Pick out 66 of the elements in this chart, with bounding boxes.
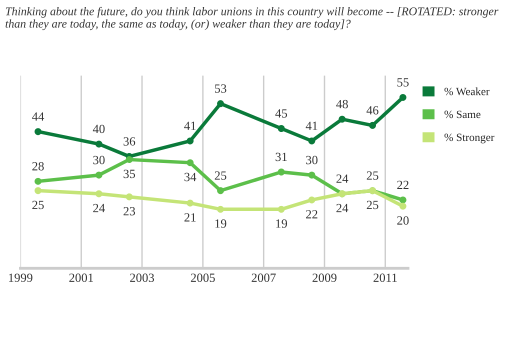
x-tick-label: 2009: [312, 274, 336, 282]
point: [186, 137, 194, 144]
x-tick-label: 2007: [252, 274, 276, 282]
x-tick-label: 2001: [69, 274, 94, 282]
point: [34, 128, 42, 136]
data-label: 46: [366, 106, 378, 115]
data-label: 20: [397, 216, 409, 225]
point: [278, 125, 285, 132]
data-label: 23: [124, 206, 136, 216]
chart-title: Thinking about the future, do you think labor unions in this country will become -- [ROTATED: stronger than they are today, the same as today, (or) weaker than they are today]?: [6, 6, 498, 30]
data-label: 55: [397, 78, 409, 87]
data-label: 30: [306, 156, 318, 164]
point: [186, 159, 194, 166]
point: [34, 178, 42, 185]
data-label: 30: [93, 156, 105, 164]
point: [217, 100, 224, 108]
data-label: 24: [336, 174, 348, 183]
data-label: 31: [276, 152, 287, 162]
data-label: 19: [276, 219, 288, 228]
point: [278, 206, 285, 213]
point: [95, 172, 102, 179]
data-label: 48: [336, 100, 348, 108]
point: [369, 122, 376, 129]
point: [278, 168, 285, 176]
point: [95, 190, 102, 198]
point: [399, 94, 406, 101]
point: [217, 206, 224, 213]
data-label: 41: [306, 122, 318, 130]
data-label: 41: [184, 122, 196, 130]
point: [399, 196, 406, 204]
point: [126, 193, 133, 200]
point: [217, 187, 224, 194]
point: [308, 196, 316, 204]
legend-label: % Weaker: [444, 87, 490, 96]
data-label: 25: [32, 200, 44, 210]
data-label: 36: [124, 137, 136, 146]
data-label: 34: [184, 172, 196, 182]
point: [126, 156, 133, 164]
data-label: 53: [215, 84, 226, 93]
data-label: 45: [275, 109, 288, 118]
data-label: 25: [366, 200, 378, 210]
data-label: 44: [32, 112, 44, 121]
x-tick-label: 1999: [9, 274, 32, 282]
point: [308, 137, 316, 144]
legend-label: % Stronger: [444, 134, 494, 144]
point: [34, 187, 42, 194]
x-tick-label: 2003: [130, 274, 154, 282]
data-label: 21: [184, 213, 196, 222]
point: [399, 202, 406, 210]
point: [186, 200, 194, 207]
data-label: 40: [92, 124, 105, 134]
x-tick-label: 2011: [374, 274, 397, 282]
x-tick-label: 2005: [190, 274, 215, 282]
data-label: 25: [366, 171, 378, 180]
data-label: 19: [215, 219, 226, 228]
data-label: 24: [336, 204, 348, 212]
data-label: 25: [214, 171, 226, 180]
data-label: 24: [93, 204, 105, 212]
point: [95, 140, 102, 148]
point: [308, 172, 316, 179]
legend-label: % Same: [444, 110, 480, 118]
data-label: 35: [124, 170, 136, 178]
data-label: 22: [306, 210, 318, 218]
point: [338, 116, 346, 123]
data-label: 22: [397, 180, 408, 189]
data-label: 28: [32, 162, 44, 170]
